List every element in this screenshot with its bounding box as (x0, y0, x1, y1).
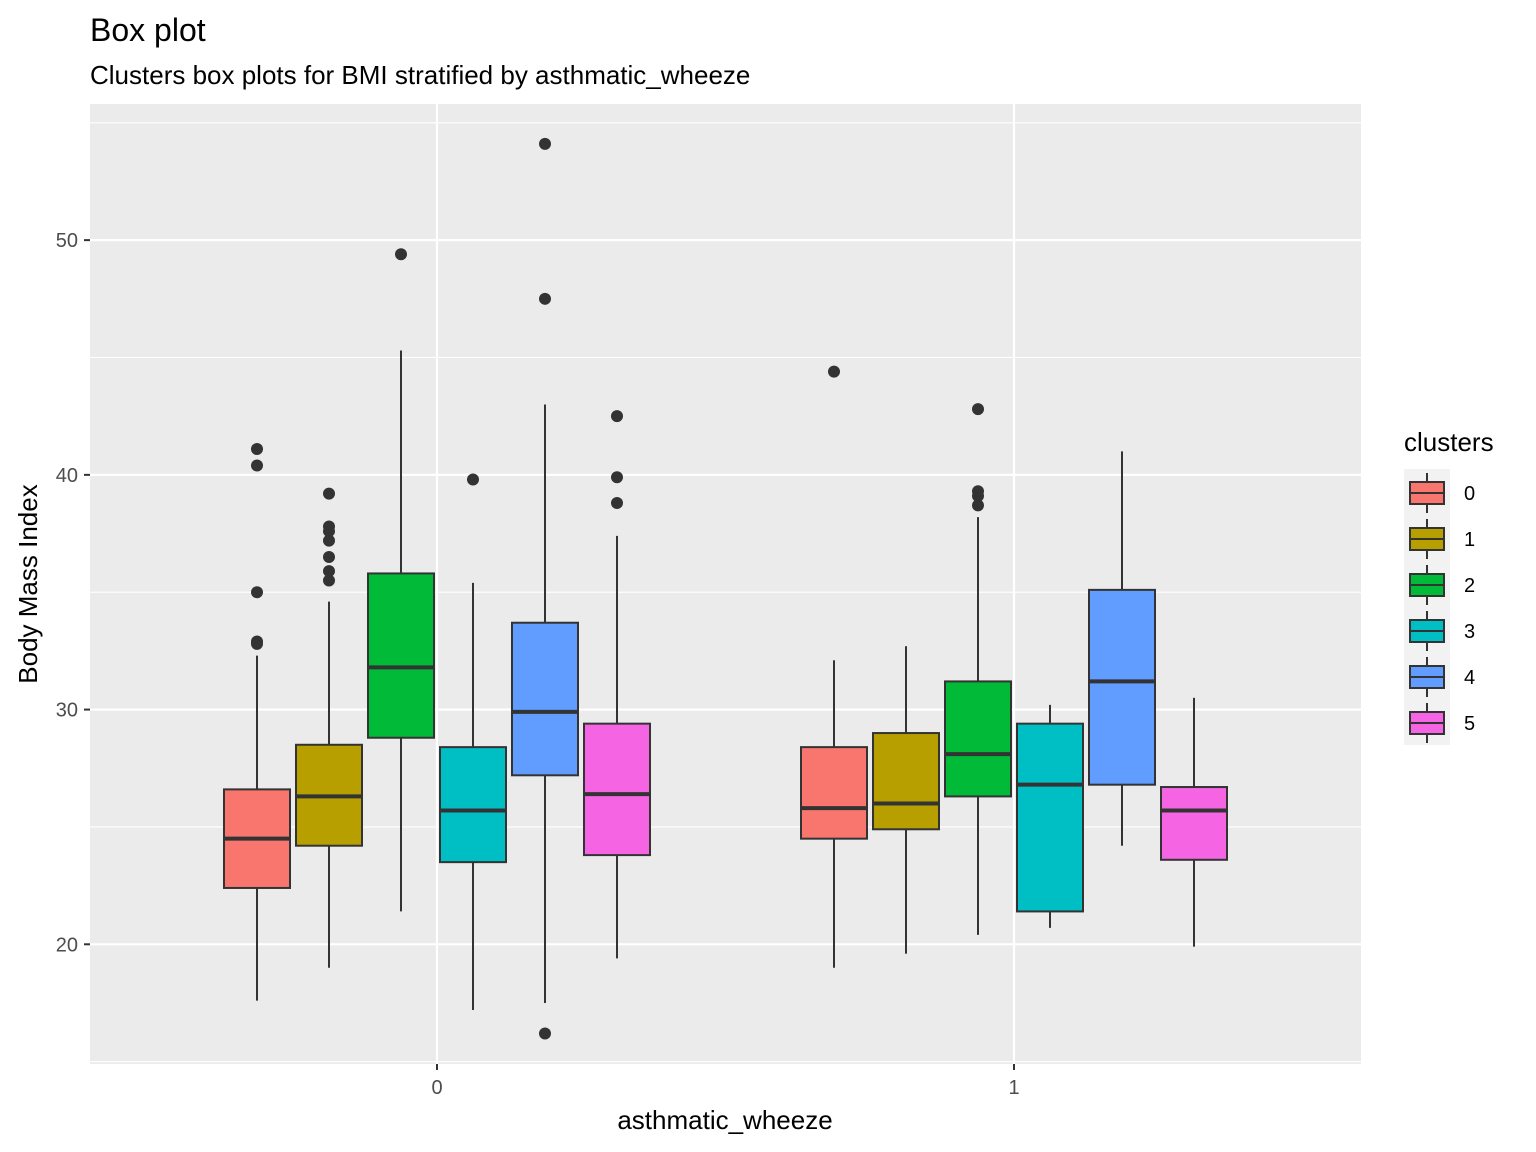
outlier-point (251, 459, 263, 472)
y-tick-label: 30 (56, 700, 78, 722)
outlier-point (972, 403, 984, 416)
box-series (223, 137, 1228, 1040)
box-cluster-0-wheeze-0 (223, 443, 291, 1001)
outlier-point (323, 520, 335, 533)
box-cluster-5-wheeze-0 (583, 410, 651, 959)
box-cluster-2-wheeze-1 (944, 403, 1012, 935)
outlier-point (611, 471, 623, 484)
box-cluster-5-wheeze-1 (1160, 697, 1228, 947)
outlier-point (251, 586, 263, 599)
y-axis-title: Body Mass Index (13, 484, 43, 683)
box-cluster-3-wheeze-1 (1016, 704, 1084, 928)
chart-subtitle: Clusters box plots for BMI stratified by… (90, 60, 750, 90)
outlier-point (323, 551, 335, 564)
box-iqr (439, 746, 507, 864)
outlier-point (323, 487, 335, 500)
outlier-point (323, 574, 335, 587)
legend-key-1: 1 (1409, 519, 1475, 559)
outlier-point (251, 635, 263, 648)
outlier-point (539, 137, 551, 150)
box-iqr (1160, 786, 1228, 861)
box-cluster-2-wheeze-0 (367, 248, 435, 912)
box-cluster-3-wheeze-0 (439, 473, 507, 1011)
legend-label: 2 (1464, 575, 1475, 597)
legend-label: 4 (1464, 667, 1475, 689)
chart-title: Box plot (90, 12, 206, 48)
y-axis: 20 30 40 50 (56, 230, 90, 956)
legend-title: clusters (1404, 427, 1494, 457)
legend-label: 5 (1464, 713, 1475, 735)
box-iqr (367, 572, 435, 739)
legend-key-3: 3 (1409, 611, 1475, 651)
legend-key-background (1404, 469, 1450, 745)
outlier-point (611, 497, 623, 510)
legend-label: 3 (1464, 621, 1475, 643)
outlier-point (539, 292, 551, 305)
legend-key-2: 2 (1409, 565, 1475, 605)
legend-key-4: 4 (1409, 657, 1475, 697)
x-axis-title: asthmatic_wheeze (617, 1105, 832, 1135)
x-tick-label: 1 (1008, 1077, 1019, 1099)
box-iqr (1016, 722, 1084, 913)
box-cluster-4-wheeze-0 (511, 137, 579, 1040)
y-tick-label: 40 (56, 465, 78, 487)
outlier-point (323, 565, 335, 578)
box-cluster-0-wheeze-1 (800, 365, 868, 968)
box-iqr (511, 621, 579, 777)
outlier-point (972, 499, 984, 512)
box-cluster-1-wheeze-1 (872, 646, 940, 954)
outlier-point (611, 410, 623, 423)
legend-keys: 0 1 2 3 4 5 (1409, 473, 1475, 743)
major-gridlines (90, 104, 1361, 1064)
box-iqr (944, 680, 1012, 798)
outlier-point (539, 1027, 551, 1040)
outlier-point (323, 534, 335, 547)
plot-panel (90, 104, 1361, 1064)
legend-key-0: 0 (1409, 473, 1475, 513)
box-iqr (872, 732, 940, 831)
box-iqr (1088, 588, 1156, 786)
outlier-point (972, 485, 984, 498)
legend-label: 1 (1464, 529, 1475, 551)
box-iqr (800, 746, 868, 840)
box-iqr (583, 722, 651, 857)
legend-label: 0 (1464, 483, 1475, 505)
legend: clusters 0 1 2 3 4 5 (1404, 427, 1494, 745)
outlier-point (828, 365, 840, 378)
x-tick-label: 0 (431, 1077, 442, 1099)
outlier-point (251, 443, 263, 456)
outlier-point (467, 473, 479, 486)
outlier-point (395, 248, 407, 261)
y-tick-label: 50 (56, 230, 78, 252)
legend-key-5: 5 (1409, 703, 1475, 743)
box-cluster-4-wheeze-1 (1088, 451, 1156, 846)
box-cluster-1-wheeze-0 (295, 487, 363, 968)
y-tick-label: 20 (56, 934, 78, 956)
